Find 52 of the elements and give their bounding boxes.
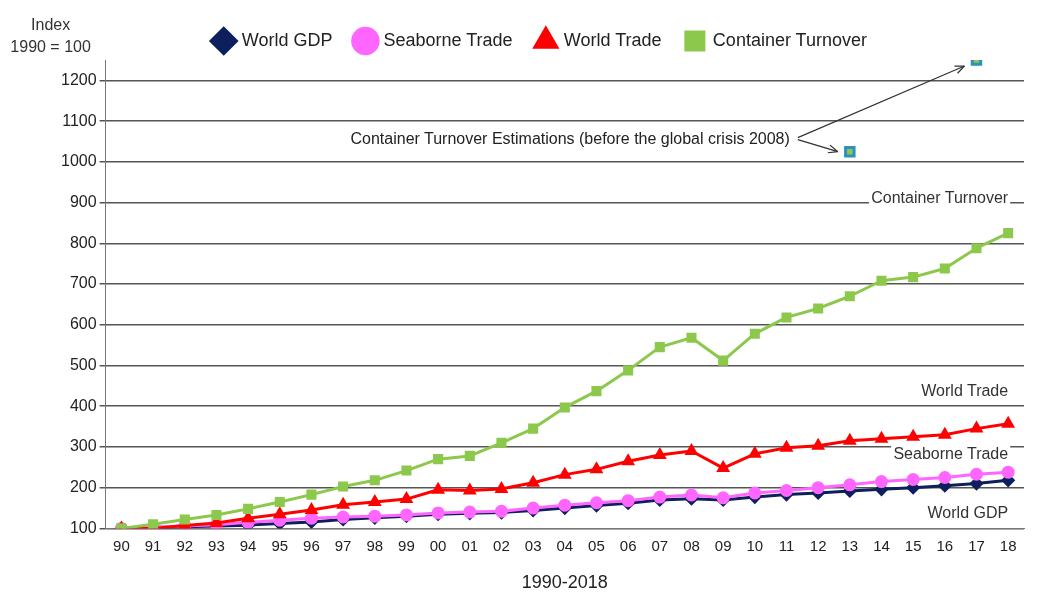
x-axis-title: 1990-2018 [521,572,608,593]
legend-label: World GDP [241,29,333,50]
x-tick-label: 91 [144,536,162,554]
legend-label: World Trade [563,29,662,50]
y-tick-label: 700 [69,274,97,292]
x-tick-label: 96 [303,536,320,554]
x-tick-label: 16 [936,536,954,554]
x-tick-label: 09 [714,536,732,554]
x-tick-label: 92 [176,536,194,554]
x-tick-label: 00 [429,536,447,554]
legend-label: Seaborne Trade [383,29,513,50]
y-tick-label: 100 [69,518,97,536]
x-tick-label: 98 [366,536,384,554]
text: Seaborne Trade [893,445,1009,463]
text: Container Turnover [871,189,1009,207]
x-tick-label: 94 [239,536,257,554]
y-tick-label: 900 [69,192,97,210]
x-tick-label: 14 [873,536,890,554]
x-tick-label: 97 [334,536,352,554]
x-tick-label: 18 [999,536,1017,554]
y-tick-label: 300 [69,437,97,455]
x-tick-label: 07 [651,536,669,554]
y-tick-label: 1000 [61,152,97,170]
x-tick-label: 01 [461,536,479,554]
x-tick-label: 05 [588,536,605,554]
x-tick-label: 02 [493,536,510,554]
x-tick-label: 13 [841,536,859,554]
x-tick-label: 15 [904,536,922,554]
annotation: Container Turnover Estimations (before the global crisis 2008) [350,130,790,148]
x-tick-label: 06 [619,536,637,554]
x-tick-label: 95 [271,536,289,554]
y-tick-label: 1100 [62,111,97,129]
y-tick-label: 1200 [61,70,97,88]
y-tick-label: 800 [69,233,97,251]
x-tick-label: 10 [746,536,764,554]
x-tick-label: 17 [968,536,985,554]
text: World Trade [921,381,1009,399]
legend-label: Container Turnover [712,29,867,50]
y-tick-label: 200 [69,478,97,496]
y-tick-label: 400 [69,396,97,414]
y-tick-label: 600 [69,315,97,333]
text: World GDP [927,504,1009,522]
x-tick-label: 99 [398,536,415,554]
x-tick-label: 11 [778,536,795,554]
y-tick-label: 500 [69,355,97,373]
x-tick-label: 04 [556,536,574,554]
y-axis-title: Index 1990 = 100 [10,16,91,55]
x-tick-label: 12 [809,536,827,554]
x-tick-label: 03 [524,536,542,554]
x-tick-label: 93 [208,536,225,554]
x-tick-label: 90 [113,536,130,554]
x-tick-label: 08 [683,536,700,554]
